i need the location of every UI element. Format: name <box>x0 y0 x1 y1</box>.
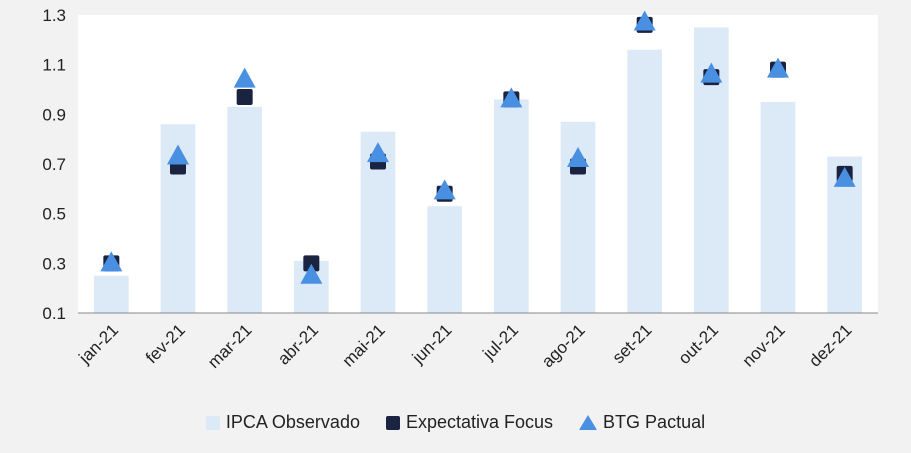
bar-ipca <box>627 49 662 314</box>
x-tick-label: ago-21 <box>538 320 589 371</box>
x-tick-label: mai-21 <box>339 320 389 370</box>
marker-btg <box>700 62 723 83</box>
bar-ipca <box>760 101 796 314</box>
y-tick-label: 0.9 <box>42 105 66 124</box>
marker-focus <box>236 88 253 105</box>
legend-label: Expectativa Focus <box>405 412 554 432</box>
bar-ipca <box>227 106 262 313</box>
x-tick-label: set-21 <box>609 320 656 367</box>
marker-btg <box>833 166 856 187</box>
legend-item-btg: BTG Pactual <box>579 412 705 433</box>
chart-plot: 0.1 0.3 0.5 0.7 0.9 1.1 1.3 jan-21 fev-21 mar-21 a… <box>42 6 878 372</box>
legend-item-focus: Expectativa Focus <box>385 412 554 433</box>
x-tick-label: mar-21 <box>204 320 256 372</box>
marker-btg <box>233 67 256 88</box>
x-tick-label: dez-21 <box>805 320 855 370</box>
legend: IPCA Observado Expectativa Focus BTG Pac… <box>0 412 911 433</box>
marker-btg <box>633 10 656 31</box>
plot-area <box>78 15 878 313</box>
legend-swatch-triangle <box>579 415 598 430</box>
legend-label: BTG Pactual <box>603 412 706 432</box>
marker-focus <box>303 255 320 272</box>
marker-btg <box>300 263 323 284</box>
y-tick-label: 1.3 <box>42 6 66 25</box>
x-tick-label: nov-21 <box>739 320 789 370</box>
legend-swatch-square <box>385 415 400 430</box>
legend-item-ipca: IPCA Observado <box>205 412 360 433</box>
bar-ipca <box>494 99 529 313</box>
x-tick-label: fev-21 <box>142 320 189 367</box>
marker-btg <box>100 251 123 272</box>
y-tick-label: 1.1 <box>42 56 66 75</box>
legend-swatch-bar <box>205 415 220 430</box>
marker-btg <box>767 57 789 78</box>
legend-label: IPCA Observado <box>225 412 360 432</box>
marker-btg <box>567 147 589 168</box>
y-tick-label: 0.1 <box>42 304 66 323</box>
bar-ipca <box>427 206 462 313</box>
x-tick-label: out-21 <box>675 320 723 368</box>
y-tick-label: 0.5 <box>42 205 66 224</box>
x-tick-label: jul-21 <box>479 320 523 364</box>
marker-btg <box>500 87 523 108</box>
marker-btg <box>167 144 189 165</box>
marker-btg <box>367 142 389 163</box>
x-tick-label: jan-21 <box>75 320 123 368</box>
x-tick-label: abr-21 <box>274 320 322 368</box>
bar-ipca <box>94 275 129 313</box>
y-tick-label: 0.3 <box>42 254 66 273</box>
x-tick-label: jun-21 <box>408 320 456 368</box>
y-tick-label: 0.7 <box>42 155 66 174</box>
marker-btg <box>433 179 456 200</box>
